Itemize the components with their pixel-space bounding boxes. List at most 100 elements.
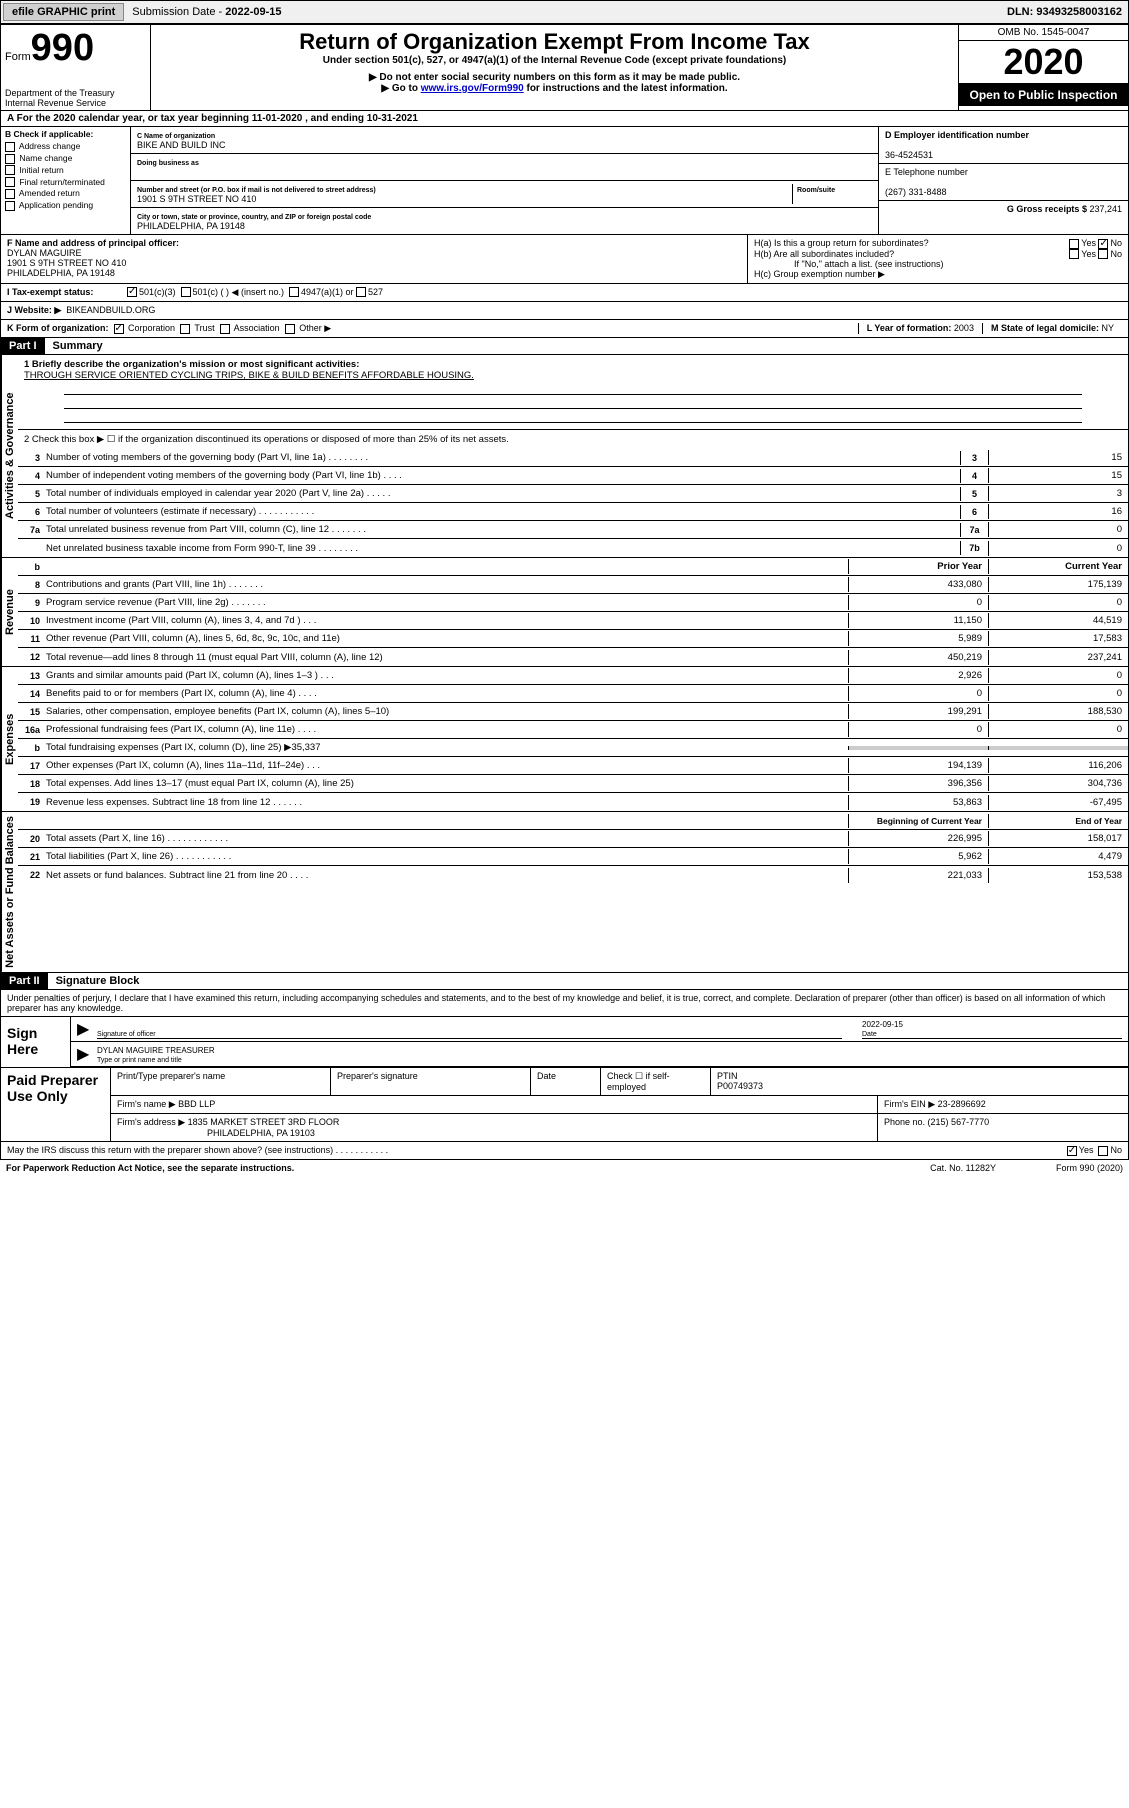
- tax-year: 2020: [959, 41, 1128, 84]
- table-row: 11Other revenue (Part VIII, column (A), …: [18, 630, 1128, 648]
- part2-header: Part IISignature Block: [1, 973, 1128, 990]
- dept-label: Department of the Treasury Internal Reve…: [5, 88, 146, 108]
- form-header: Form990 Department of the Treasury Inter…: [1, 25, 1128, 111]
- table-row: 17Other expenses (Part IX, column (A), l…: [18, 757, 1128, 775]
- cb-501c[interactable]: [181, 287, 191, 297]
- subtitle-2: ▶ Do not enter social security numbers o…: [155, 72, 954, 83]
- col-c-org-info: C Name of organizationBIKE AND BUILD INC…: [131, 127, 878, 234]
- cb-assoc[interactable]: [220, 324, 230, 334]
- cb-ha-yes[interactable]: [1069, 239, 1079, 249]
- cb-ha-no[interactable]: [1098, 239, 1108, 249]
- table-row: 5Total number of individuals employed in…: [18, 485, 1128, 503]
- table-row: 21Total liabilities (Part X, line 26) . …: [18, 848, 1128, 866]
- sign-here: Sign Here ▶Signature of officer2022-09-1…: [1, 1017, 1128, 1068]
- group-return: H(a) Is this a group return for subordin…: [748, 235, 1128, 283]
- gross-receipts: 237,241: [1089, 204, 1122, 214]
- table-row: 7aTotal unrelated business revenue from …: [18, 521, 1128, 539]
- mission-text: THROUGH SERVICE ORIENTED CYCLING TRIPS, …: [24, 370, 474, 381]
- cb-other[interactable]: [285, 324, 295, 334]
- col-b-checkboxes: B Check if applicable: Address change Na…: [1, 127, 131, 234]
- expenses-section: Expenses 13Grants and similar amounts pa…: [1, 667, 1128, 812]
- subtitle-1: Under section 501(c), 527, or 4947(a)(1)…: [155, 55, 954, 66]
- cb-hb-no[interactable]: [1098, 249, 1108, 259]
- efile-print-button[interactable]: efile GRAPHIC print: [3, 3, 124, 21]
- col-d-ein: D Employer identification number36-45245…: [878, 127, 1128, 234]
- row-a-tax-year: A For the 2020 calendar year, or tax yea…: [1, 111, 1128, 127]
- officer-name: DYLAN MAGUIRE TREASURER: [97, 1046, 215, 1055]
- tax-exempt-status: I Tax-exempt status: 501(c)(3) 501(c) ( …: [1, 284, 1128, 302]
- table-row: 6Total number of volunteers (estimate if…: [18, 503, 1128, 521]
- net-assets-section: Net Assets or Fund Balances Beginning of…: [1, 812, 1128, 973]
- city-state-zip: PHILADELPHIA, PA 19148: [137, 221, 245, 231]
- table-row: 22Net assets or fund balances. Subtract …: [18, 866, 1128, 884]
- k-row: K Form of organization: Corporation Trus…: [1, 320, 1128, 338]
- header-mid: Return of Organization Exempt From Incom…: [151, 25, 958, 110]
- cb-final-return[interactable]: [5, 177, 15, 187]
- vlabel-governance: Activities & Governance: [1, 355, 18, 557]
- cb-hb-yes[interactable]: [1069, 249, 1079, 259]
- subtitle-3: ▶ Go to www.irs.gov/Form990 for instruct…: [155, 83, 954, 94]
- table-row: 4Number of independent voting members of…: [18, 467, 1128, 485]
- section-bcd: B Check if applicable: Address change Na…: [1, 127, 1128, 235]
- line-2: 2 Check this box ▶ ☐ if the organization…: [18, 430, 1128, 449]
- table-row: 15Salaries, other compensation, employee…: [18, 703, 1128, 721]
- cb-irs-no[interactable]: [1098, 1146, 1108, 1156]
- cb-irs-yes[interactable]: [1067, 1146, 1077, 1156]
- cb-name-change[interactable]: [5, 154, 15, 164]
- ptin: P00749373: [717, 1081, 763, 1091]
- firm-name: BBD LLP: [178, 1099, 215, 1109]
- activities-governance: Activities & Governance 1 Briefly descri…: [1, 355, 1128, 558]
- table-row: 16aProfessional fundraising fees (Part I…: [18, 721, 1128, 739]
- omb-number: OMB No. 1545-0047: [959, 25, 1128, 41]
- cb-address-change[interactable]: [5, 142, 15, 152]
- firm-ein: 23-2896692: [938, 1099, 986, 1109]
- table-row: 20Total assets (Part X, line 16) . . . .…: [18, 830, 1128, 848]
- cb-amended-return[interactable]: [5, 189, 15, 199]
- vlabel-revenue: Revenue: [1, 558, 18, 666]
- section-fh: F Name and address of principal officer:…: [1, 235, 1128, 284]
- street-address: 1901 S 9TH STREET NO 410: [137, 194, 256, 204]
- top-bar: efile GRAPHIC print Submission Date - 20…: [0, 0, 1129, 24]
- table-row: 19Revenue less expenses. Subtract line 1…: [18, 793, 1128, 811]
- form-990: Form990 Department of the Treasury Inter…: [0, 24, 1129, 1160]
- table-row: 14Benefits paid to or for members (Part …: [18, 685, 1128, 703]
- table-row: 18Total expenses. Add lines 13–17 (must …: [18, 775, 1128, 793]
- table-row: bTotal fundraising expenses (Part IX, co…: [18, 739, 1128, 757]
- vlabel-expenses: Expenses: [1, 667, 18, 811]
- cb-application-pending[interactable]: [5, 201, 15, 211]
- table-row: 10Investment income (Part VIII, column (…: [18, 612, 1128, 630]
- ein: 36-4524531: [885, 150, 933, 160]
- perjury-declaration: Under penalties of perjury, I declare th…: [1, 990, 1128, 1017]
- table-row: 12Total revenue—add lines 8 through 11 (…: [18, 648, 1128, 666]
- cb-corp[interactable]: [114, 324, 124, 334]
- website-row: J Website: ▶ BIKEANDBUILD.ORG: [1, 302, 1128, 320]
- irs-link[interactable]: www.irs.gov/Form990: [421, 83, 524, 94]
- firm-address: 1835 MARKET STREET 3RD FLOOR: [188, 1117, 340, 1127]
- table-row: 9Program service revenue (Part VIII, lin…: [18, 594, 1128, 612]
- part1-header: Part ISummary: [1, 338, 1128, 355]
- dln: DLN: 93493258003162: [1001, 4, 1128, 20]
- submission-date-label: Submission Date - 2022-09-15: [126, 4, 287, 20]
- cb-501c3[interactable]: [127, 287, 137, 297]
- form-title: Return of Organization Exempt From Incom…: [155, 29, 954, 55]
- table-row: 8Contributions and grants (Part VIII, li…: [18, 576, 1128, 594]
- table-row: Net unrelated business taxable income fr…: [18, 539, 1128, 557]
- cb-527[interactable]: [356, 287, 366, 297]
- open-to-public: Open to Public Inspection: [959, 84, 1128, 106]
- telephone: (267) 331-8488: [885, 187, 947, 197]
- revenue-section: Revenue bPrior YearCurrent Year 8Contrib…: [1, 558, 1128, 667]
- cb-trust[interactable]: [180, 324, 190, 334]
- principal-officer: F Name and address of principal officer:…: [1, 235, 748, 283]
- cb-initial-return[interactable]: [5, 165, 15, 175]
- table-row: 13Grants and similar amounts paid (Part …: [18, 667, 1128, 685]
- table-row: 3Number of voting members of the governi…: [18, 449, 1128, 467]
- vlabel-net-assets: Net Assets or Fund Balances: [1, 812, 18, 972]
- cb-4947[interactable]: [289, 287, 299, 297]
- header-right: OMB No. 1545-0047 2020 Open to Public In…: [958, 25, 1128, 110]
- header-left: Form990 Department of the Treasury Inter…: [1, 25, 151, 110]
- firm-phone: (215) 567-7770: [928, 1117, 990, 1127]
- website-url: BIKEANDBUILD.ORG: [66, 305, 155, 316]
- org-name: BIKE AND BUILD INC: [137, 140, 226, 150]
- irs-discuss-row: May the IRS discuss this return with the…: [1, 1141, 1128, 1159]
- footer: For Paperwork Reduction Act Notice, see …: [0, 1160, 1129, 1176]
